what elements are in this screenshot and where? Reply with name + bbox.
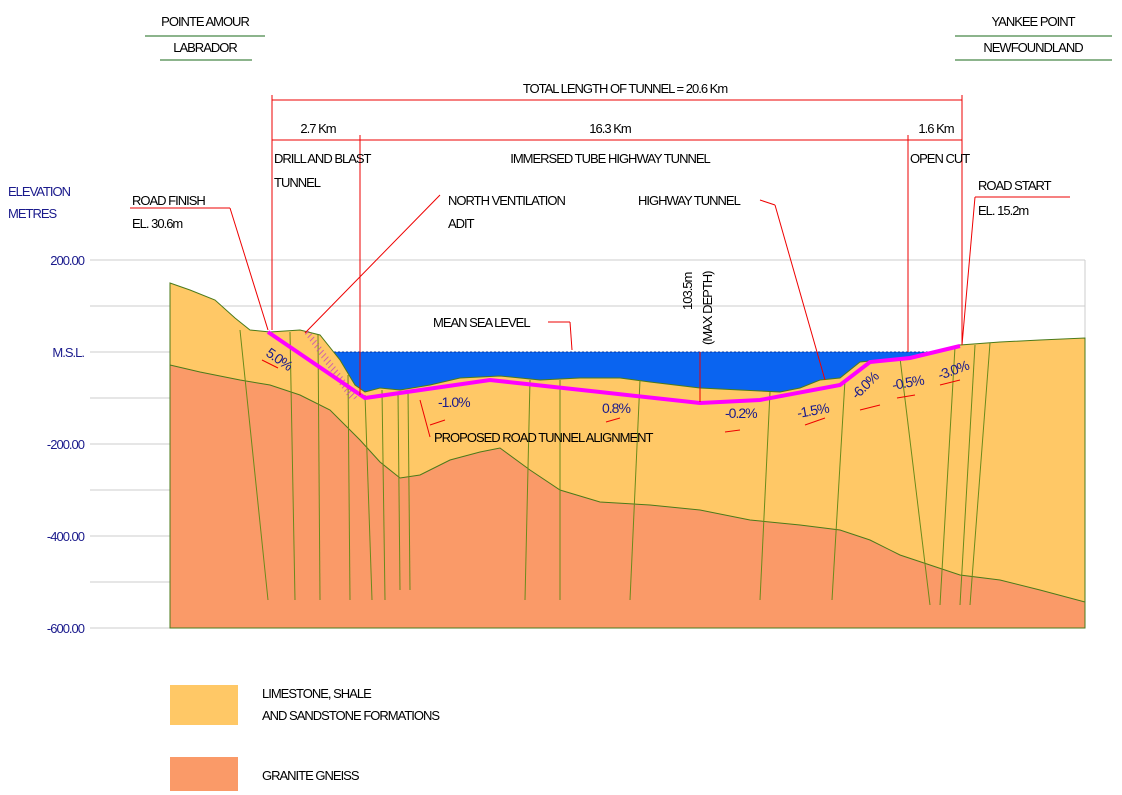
location: POINTE AMOUR: [161, 14, 249, 29]
section-label: IMMERSED TUBE HIGHWAY TUNNEL: [510, 151, 710, 166]
header-underlines: [145, 35, 1112, 61]
annotation: MEAN SEA LEVEL: [433, 315, 530, 330]
annotation: PROPOSED ROAD TUNNEL ALIGNMENT: [434, 430, 654, 445]
grade: -1.0%: [438, 394, 470, 410]
annotation: NORTH VENTILATION: [448, 193, 565, 208]
annotation: (MAX DEPTH): [700, 271, 715, 345]
legend-swatch: [170, 757, 238, 791]
axis-tick: -200.00: [47, 437, 85, 452]
axis-title: ELEVATION: [8, 184, 71, 199]
axis-title: METRES: [8, 206, 58, 221]
annotation: HIGHWAY TUNNEL: [638, 193, 741, 208]
section-label: TUNNEL: [274, 175, 321, 190]
tunnel-alignment: [266, 330, 961, 406]
faults: [239, 329, 991, 606]
dimension-label: 1.6 Km: [918, 121, 953, 136]
annotation: EL. 30.6m: [132, 216, 182, 231]
section-label: OPEN CUT: [910, 151, 970, 166]
location: YANKEE POINT: [991, 14, 1075, 29]
legend-label: LIMESTONE, SHALE: [262, 686, 372, 701]
annotation: EL. 15.2m: [978, 203, 1028, 218]
location: NEWFOUNDLAND: [983, 40, 1083, 55]
grade: 0.8%: [602, 400, 630, 416]
legend-label: GRANITE GNEISS: [262, 768, 360, 783]
location: LABRADOR: [173, 40, 237, 55]
axis-tick: M.S.L.: [52, 345, 84, 360]
annotation: 103.5m: [680, 272, 695, 310]
grade: -0.2%: [725, 405, 757, 421]
axis-tick: 200.00: [50, 253, 85, 268]
grade: -0.5%: [891, 372, 925, 393]
annotation: ADIT: [448, 216, 475, 231]
legend-swatch: [170, 685, 238, 725]
grade: -1.5%: [796, 400, 830, 421]
legend-label: AND SANDSTONE FORMATIONS: [262, 708, 440, 723]
granite: [169, 364, 1086, 629]
annotation: ROAD START: [978, 178, 1052, 193]
annotation: ROAD FINISH: [132, 193, 205, 208]
dimension-lines: [130, 95, 1070, 438]
section-label: DRILL AND BLAST: [274, 151, 372, 166]
dimension-label: 2.7 Km: [300, 121, 335, 136]
axis-tick: -600.00: [47, 621, 85, 636]
axis-tick: -400.00: [47, 529, 85, 544]
dimension-label: 16.3 Km: [589, 121, 631, 136]
dimension-label: TOTAL LENGTH OF TUNNEL = 20.6 Km: [523, 81, 728, 96]
